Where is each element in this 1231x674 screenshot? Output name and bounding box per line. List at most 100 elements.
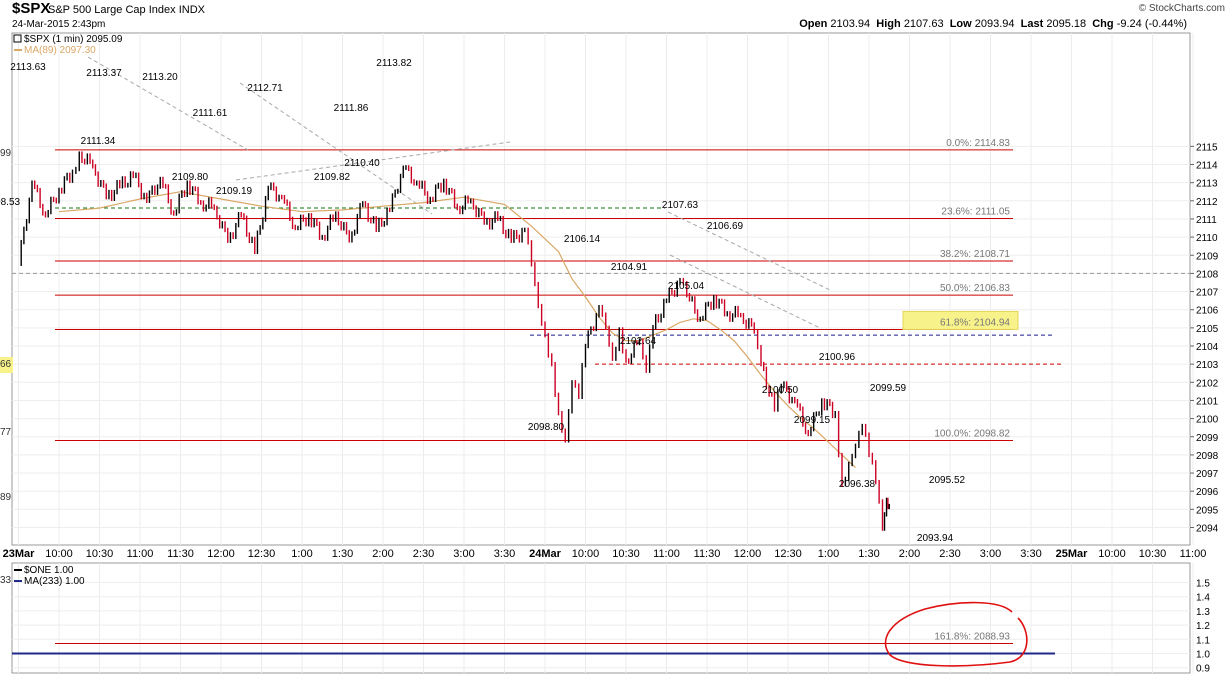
y-tick-label: 2113: [1196, 179, 1218, 190]
x-tick-label: 10:30: [1139, 548, 1167, 560]
price-annotation: 2111.61: [193, 108, 228, 119]
y-tick-label: 2110: [1196, 233, 1218, 244]
legend-ma233-label: MA(233) 1.00: [24, 576, 85, 587]
price-annotation: 2110.40: [344, 158, 380, 169]
y-tick-label: 2095: [1196, 505, 1219, 516]
fib-level-label: 38.2%: 2108.71: [940, 249, 1010, 260]
sub-y-tick-label: 1.4: [1196, 593, 1210, 604]
y-tick-label: 2111: [1196, 215, 1217, 226]
index-name-text: S&P 500 Large Cap Index: [48, 4, 176, 16]
price-annotation: 2113.20: [142, 72, 178, 83]
sub-y-tick-label: 1.5: [1196, 579, 1210, 590]
trendline: [87, 56, 249, 151]
y-tick-label: 2098: [1196, 451, 1219, 462]
price-annotation: 2093.94: [917, 533, 954, 544]
fib-level-label: 50.0%: 2106.83: [940, 283, 1010, 294]
trendline: [667, 211, 831, 291]
price-annotation: 2106.14: [564, 234, 601, 245]
x-tick-label: 11:30: [167, 548, 194, 560]
fib-level-label: 100.0%: 2098.82: [934, 429, 1010, 440]
x-tick-label: 24Mar: [529, 548, 562, 560]
y-tick-label: 2097: [1196, 469, 1219, 480]
y-tick-label: 2112: [1196, 197, 1218, 208]
x-tick-label: 11:30: [694, 548, 721, 560]
main-plot-area: [11, 32, 1191, 546]
y-tick-label: 2107: [1196, 288, 1219, 299]
sub-y-tick-label: 1.2: [1196, 621, 1210, 632]
y-tick-label: 2099: [1196, 433, 1219, 444]
x-tick-label: 23Mar: [3, 548, 36, 560]
price-annotation: 2100.50: [762, 385, 799, 396]
left-edge-label: 99: [0, 148, 12, 159]
y-tick-label: 2100: [1196, 415, 1219, 426]
x-tick-label: 2:00: [372, 548, 393, 560]
x-tick-label: 10:00: [1098, 548, 1126, 560]
last-value: 2095.18: [1046, 18, 1087, 30]
x-tick-label: 1:00: [818, 548, 839, 560]
price-annotation: 2109.80: [172, 172, 209, 183]
x-tick-label: 10:30: [86, 548, 114, 560]
exchange: INDX: [178, 4, 205, 16]
price-annotation: 2107.63: [662, 200, 699, 211]
last-label: Last: [1020, 18, 1044, 30]
left-edge-label: 89: [0, 492, 12, 503]
fib-highlight: [902, 310, 1019, 330]
price-annotation: 2099.15: [794, 415, 831, 426]
y-tick-label: 2106: [1196, 306, 1219, 317]
price-annotation: 2113.82: [376, 58, 412, 69]
highlight-circle: [884, 601, 1028, 667]
fib-level-label: 23.6%: 2111.05: [941, 207, 1010, 218]
x-tick-label: 12:00: [207, 548, 235, 560]
x-tick-label: 3:00: [453, 548, 474, 560]
x-tick-label: 1:00: [291, 548, 312, 560]
low-label: Low: [949, 18, 972, 30]
stockcharts-credit[interactable]: © StockCharts.com: [1138, 3, 1225, 14]
left-edge-label: 66: [0, 359, 12, 370]
y-tick-label: 2094: [1196, 524, 1219, 535]
x-tick-label: 11:00: [127, 548, 154, 560]
y-tick-label: 2102: [1196, 378, 1219, 389]
sub-left-edge-label: 33: [0, 575, 12, 586]
left-edge-label: 77: [0, 427, 12, 438]
sub-y-tick-label: 0.9: [1196, 664, 1210, 674]
index-name: S&P 500 Large Cap Index INDX: [48, 4, 205, 16]
y-tick-label: 2101: [1196, 396, 1219, 407]
sub-fib-label: 161.8%: 2088.93: [934, 632, 1010, 643]
x-tick-label: 3:30: [494, 548, 515, 560]
sub-plot-area: [11, 562, 1191, 674]
x-tick-label: 25Mar: [1056, 548, 1089, 560]
open-label: Open: [799, 18, 828, 30]
y-tick-label: 2104: [1196, 342, 1219, 353]
y-tick-label: 2115: [1196, 142, 1218, 153]
x-tick-label: 10:30: [612, 548, 640, 560]
price-annotation: 2102.64: [620, 336, 657, 347]
price-annotation: 2099.59: [870, 383, 907, 394]
price-annotation: 2109.82: [314, 172, 351, 183]
legend-swatch-price: [13, 34, 22, 43]
left-highlight: [0, 357, 13, 373]
high-label: High: [876, 18, 901, 30]
legend-one-label: $ONE 1.00: [24, 565, 74, 576]
x-tick-label: 2:00: [899, 548, 920, 560]
y-tick-label: 2108: [1196, 269, 1219, 280]
x-tick-label: 2:30: [413, 548, 434, 560]
x-tick-label: 12:30: [248, 548, 276, 560]
high-value: 2107.63: [903, 18, 944, 30]
x-tick-label: 1:30: [858, 548, 879, 560]
x-tick-label: 10:00: [572, 548, 600, 560]
sub-y-tick-label: 1.3: [1196, 607, 1210, 618]
price-annotation: 2111.86: [334, 103, 369, 114]
x-tick-label: 3:30: [1020, 548, 1041, 560]
x-tick-label: 12:00: [734, 548, 762, 560]
price-annotation: 2100.96: [819, 352, 856, 363]
y-tick-label: 2103: [1196, 360, 1219, 371]
quote-summary: Open 2103.94 High 2107.63 Low 2093.94 La…: [799, 18, 1187, 30]
y-tick-label: 2096: [1196, 487, 1219, 498]
x-tick-label: 11:00: [1180, 548, 1207, 560]
sub-y-tick-label: 1.1: [1196, 635, 1210, 646]
chart-datetime: 24-Mar-2015 2:43pm: [12, 19, 106, 30]
price-annotation: 2098.80: [528, 422, 565, 433]
price-annotation: 2111.34: [81, 136, 116, 147]
legend-ma-label: MA(89) 2097.30: [24, 45, 96, 56]
x-tick-label: 12:30: [774, 548, 802, 560]
